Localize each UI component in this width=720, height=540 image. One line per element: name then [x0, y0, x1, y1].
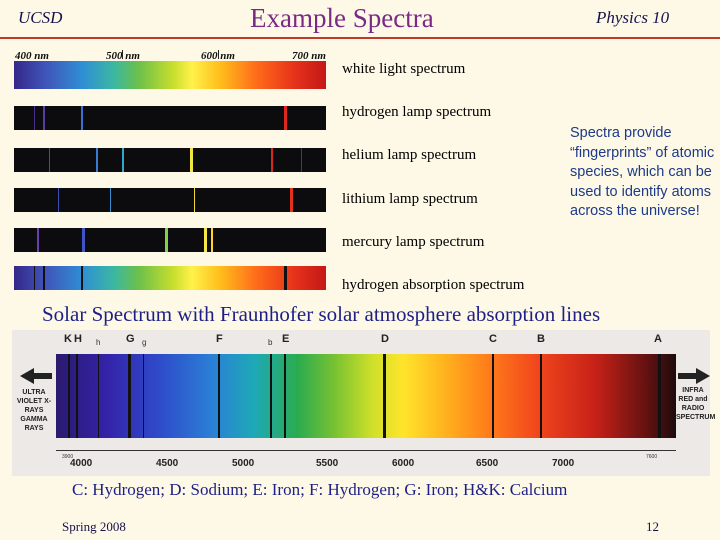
fraunhofer-line — [270, 354, 272, 438]
emission-line — [49, 148, 50, 172]
emission-line — [34, 106, 35, 130]
fraunhofer-line — [98, 354, 99, 438]
wavelength-axis — [56, 450, 676, 451]
mercury-strip — [14, 228, 326, 252]
spectrum-label: white light spectrum — [342, 61, 466, 77]
fraunhofer-letter: E — [282, 333, 290, 345]
absorption-line — [34, 266, 35, 290]
fraunhofer-line — [383, 354, 386, 438]
fraunhofer-line — [492, 354, 494, 438]
fraunhofer-letter: G — [126, 333, 135, 345]
fraunhofer-letter: H — [74, 333, 82, 345]
solar-band — [56, 354, 676, 438]
arrow-left-icon — [34, 373, 52, 379]
fraunhofer-letter: F — [216, 333, 223, 345]
fraunhofer-letter: D — [381, 333, 389, 345]
emission-line — [301, 148, 302, 172]
spectrum-label: hydrogen lamp spectrum — [342, 104, 492, 120]
fraunhofer-letter: K — [64, 333, 72, 345]
scale-tick — [218, 50, 219, 59]
fraunhofer-line — [540, 354, 542, 438]
emission-line — [96, 148, 98, 172]
emission-line — [82, 228, 85, 252]
white-light-strip — [14, 61, 326, 89]
emission-line — [290, 188, 293, 212]
emission-line — [122, 148, 124, 172]
slide-number: 12 — [646, 519, 659, 534]
fraunhofer-letter: A — [654, 333, 662, 345]
fraunhofer-letter: C — [489, 333, 497, 345]
solar-title: Solar Spectrum with Fraunhofer solar atm… — [42, 302, 601, 326]
helium-strip — [14, 148, 326, 172]
scale-tick — [122, 50, 123, 59]
solar-spectrum-panel: K H h G g F b E D C B A ULTRA VIOLET X-R… — [12, 330, 716, 476]
arrow-left-icon — [20, 368, 34, 384]
axis-tick-label: 6000 — [392, 458, 415, 469]
spectrum-label: mercury lamp spectrum — [342, 234, 485, 250]
spectrum-label: helium lamp spectrum — [342, 147, 477, 163]
slide-title: Example Spectra — [250, 3, 434, 33]
fraunhofer-letter: g — [142, 338, 147, 347]
emission-line — [204, 228, 207, 252]
fraunhofer-letter: B — [537, 333, 545, 345]
fraunhofer-line — [218, 354, 220, 438]
absorption-line — [43, 266, 45, 290]
emission-line — [271, 148, 273, 172]
absorption-line — [284, 266, 287, 290]
spectrum-label: lithium lamp spectrum — [342, 191, 478, 207]
arrow-right-icon — [678, 373, 696, 379]
emission-line — [37, 228, 39, 252]
fraunhofer-line — [284, 354, 286, 438]
subject-label: Physics 10 — [596, 8, 670, 27]
fraunhofer-line — [143, 354, 144, 438]
absorption-strip — [14, 266, 326, 290]
emission-line — [110, 188, 111, 212]
scale-label-700: 700 nm — [292, 50, 326, 62]
footer-date: Spring 2008 — [62, 519, 126, 534]
fraunhofer-letter: b — [268, 338, 273, 347]
emission-line — [58, 188, 59, 212]
scale-label-400: 400 nm — [15, 50, 49, 62]
axis-small-label: 7600 — [646, 454, 658, 460]
emission-line — [43, 106, 45, 130]
axis-small-label: 3900 — [62, 454, 74, 460]
emission-line — [165, 228, 168, 252]
axis-tick-label: 6500 — [476, 458, 499, 469]
axis-tick-label: 5500 — [316, 458, 339, 469]
course-label: UCSD — [18, 8, 63, 27]
fraunhofer-line — [128, 354, 131, 438]
axis-tick-label: 4500 — [156, 458, 179, 469]
element-legend: C: Hydrogen; D: Sodium; E: Iron; F: Hydr… — [72, 480, 568, 499]
axis-tick-label: 7000 — [552, 458, 575, 469]
fraunhofer-line — [68, 354, 70, 438]
spectrum-label: hydrogen absorption spectrum — [342, 277, 525, 293]
emission-line — [81, 106, 83, 130]
fraunhofer-letter: h — [96, 338, 101, 347]
fraunhofer-line — [76, 354, 78, 438]
emission-line — [190, 148, 193, 172]
long-wavelength-label: INFRA RED and RADIO SPECTRUM — [676, 387, 716, 421]
fraunhofer-line — [658, 354, 661, 438]
header-rule — [0, 37, 720, 39]
hydrogen-strip — [14, 106, 326, 130]
emission-line — [284, 106, 287, 130]
arrow-right-icon — [696, 368, 710, 384]
absorption-line — [81, 266, 83, 290]
scale-label-600: 600 nm — [201, 50, 235, 62]
emission-line — [194, 188, 195, 212]
short-wavelength-label: ULTRA VIOLET X-RAYS GAMMA RAYS — [16, 389, 52, 432]
axis-tick-label: 4000 — [70, 458, 93, 469]
lithium-strip — [14, 188, 326, 212]
emission-line — [211, 228, 213, 252]
axis-tick-label: 5000 — [232, 458, 255, 469]
fingerprint-note: Spectra provide “fingerprints” of atomic… — [570, 125, 715, 219]
